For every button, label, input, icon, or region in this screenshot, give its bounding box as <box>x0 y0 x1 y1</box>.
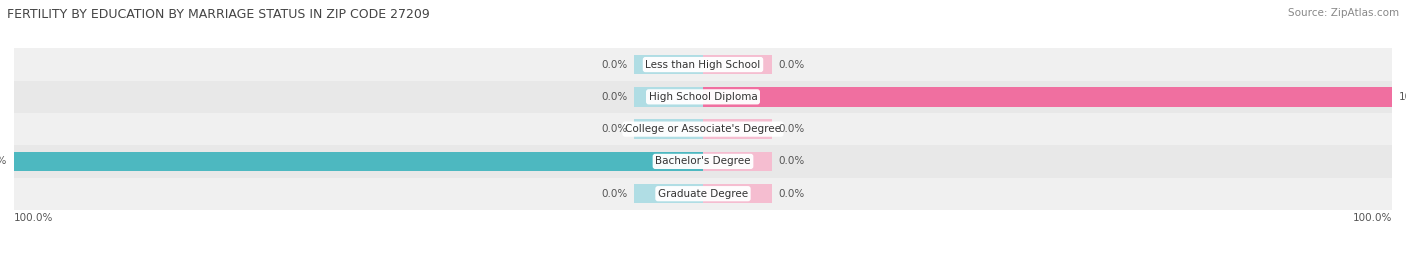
Text: College or Associate's Degree: College or Associate's Degree <box>626 124 780 134</box>
Bar <box>14 152 703 171</box>
Bar <box>703 119 772 139</box>
Text: Source: ZipAtlas.com: Source: ZipAtlas.com <box>1288 8 1399 18</box>
Bar <box>634 119 703 139</box>
Text: 100.0%: 100.0% <box>1399 92 1406 102</box>
Text: Bachelor's Degree: Bachelor's Degree <box>655 156 751 167</box>
Bar <box>14 48 1392 81</box>
Text: High School Diploma: High School Diploma <box>648 92 758 102</box>
Bar <box>14 145 1392 178</box>
Bar <box>703 87 1392 107</box>
Text: 100.0%: 100.0% <box>1353 213 1392 223</box>
Text: Graduate Degree: Graduate Degree <box>658 189 748 199</box>
Bar <box>634 87 703 107</box>
Text: 100.0%: 100.0% <box>14 213 53 223</box>
Bar <box>14 81 1392 113</box>
Bar <box>634 55 703 74</box>
Text: 0.0%: 0.0% <box>600 92 627 102</box>
Text: 0.0%: 0.0% <box>600 124 627 134</box>
Text: 0.0%: 0.0% <box>779 124 806 134</box>
Bar <box>703 55 772 74</box>
Bar <box>14 178 1392 210</box>
Text: 0.0%: 0.0% <box>779 59 806 70</box>
Bar <box>634 87 703 107</box>
Bar <box>703 152 772 171</box>
Text: 100.0%: 100.0% <box>0 156 7 167</box>
Bar <box>703 184 772 203</box>
Bar <box>14 113 1392 145</box>
Text: 0.0%: 0.0% <box>600 59 627 70</box>
Bar <box>703 87 772 107</box>
Text: 0.0%: 0.0% <box>779 189 806 199</box>
Text: Less than High School: Less than High School <box>645 59 761 70</box>
Text: 0.0%: 0.0% <box>779 156 806 167</box>
Text: 0.0%: 0.0% <box>600 189 627 199</box>
Bar <box>634 184 703 203</box>
Text: FERTILITY BY EDUCATION BY MARRIAGE STATUS IN ZIP CODE 27209: FERTILITY BY EDUCATION BY MARRIAGE STATU… <box>7 8 430 21</box>
